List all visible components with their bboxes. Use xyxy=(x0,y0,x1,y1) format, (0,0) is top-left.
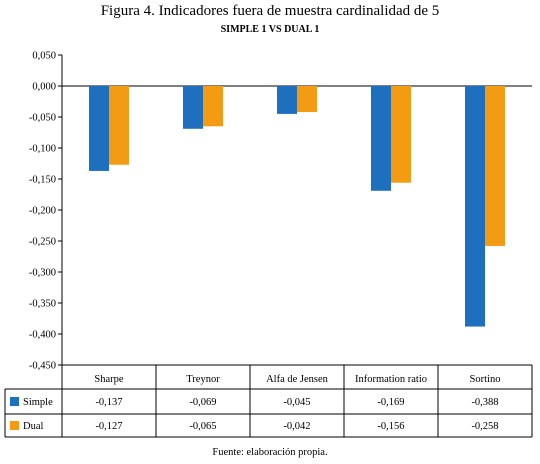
data-table-value: -0,137 xyxy=(95,397,122,408)
data-table-value: -0,156 xyxy=(377,421,404,432)
bar-simple xyxy=(465,86,485,327)
bar-simple xyxy=(277,86,297,114)
y-tick-label: -0,300 xyxy=(29,268,56,279)
source-note: Fuente: elaboración propia. xyxy=(212,447,328,458)
x-category-label: Alfa de Jensen xyxy=(266,374,329,385)
data-table-value: -0,045 xyxy=(283,397,310,408)
data-table-value: -0,127 xyxy=(95,421,122,432)
x-category-label: Information ratio xyxy=(355,374,427,385)
x-category-label: Sortino xyxy=(470,374,501,385)
bar-dual xyxy=(203,86,223,127)
data-table-value: -0,258 xyxy=(471,421,498,432)
x-category-label: Sharpe xyxy=(94,374,123,385)
legend-swatch-dual xyxy=(10,421,19,430)
legend-swatch-simple xyxy=(10,397,19,406)
bar-simple xyxy=(89,86,109,171)
y-tick-label: -0,250 xyxy=(29,237,56,248)
y-tick-label: 0,000 xyxy=(32,82,56,93)
y-tick-label: 0,050 xyxy=(32,51,56,62)
data-table-value: -0,169 xyxy=(377,397,404,408)
bar-simple xyxy=(371,86,391,191)
data-table-value: -0,069 xyxy=(189,397,216,408)
data-table-value: -0,388 xyxy=(471,397,498,408)
y-tick-label: -0,400 xyxy=(29,330,56,341)
y-tick-label: -0,200 xyxy=(29,206,56,217)
x-category-label: Treynor xyxy=(186,374,220,385)
bar-dual xyxy=(485,86,505,246)
bar-simple xyxy=(183,86,203,129)
chart-subtitle: SIMPLE 1 VS DUAL 1 xyxy=(220,24,320,35)
bar-dual xyxy=(109,86,129,165)
bar-dual xyxy=(297,86,317,113)
data-table-value: -0,042 xyxy=(283,421,310,432)
legend-label-simple: Simple xyxy=(23,397,53,408)
data-table-value: -0,065 xyxy=(189,421,216,432)
y-tick-label: -0,350 xyxy=(29,299,56,310)
y-tick-label: -0,050 xyxy=(29,113,56,124)
data-table: Sharpe Treynor Alfa de Jensen Information r… xyxy=(4,364,533,438)
y-tick-label: -0,150 xyxy=(29,175,56,186)
y-tick-label: -0,100 xyxy=(29,144,56,155)
figure-title: Figura 4. Indicadores fuera de muestra c… xyxy=(100,3,440,19)
bars-layer xyxy=(89,86,505,327)
legend-label-dual: Dual xyxy=(23,421,43,432)
y-tick-label: -0,450 xyxy=(29,361,56,372)
bar-dual xyxy=(391,86,411,183)
